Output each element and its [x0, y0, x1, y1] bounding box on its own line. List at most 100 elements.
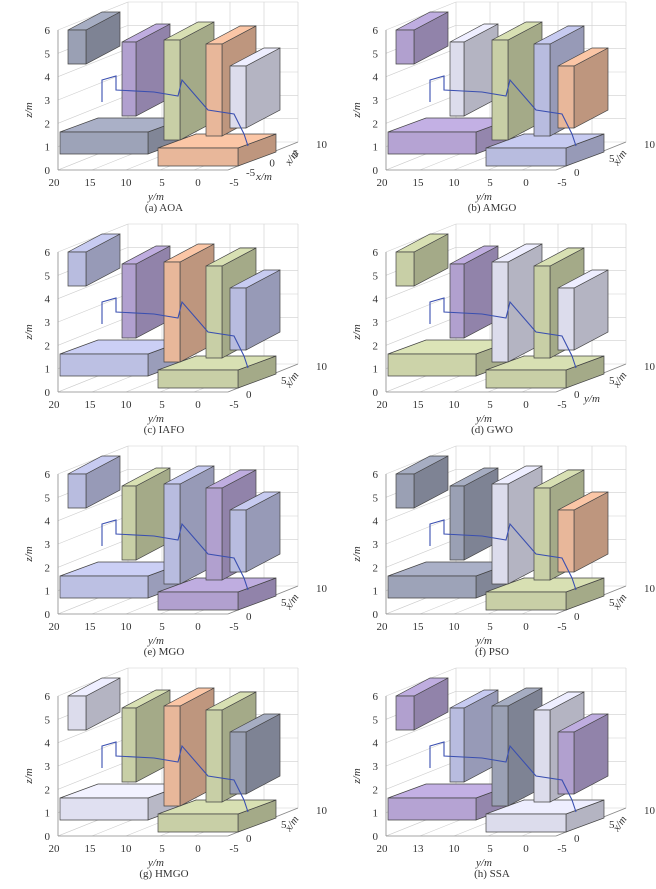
z-tick-label: 1 [45, 586, 51, 598]
obstacle-block [395, 11, 449, 65]
y-tick-label: 10 [121, 621, 133, 633]
obstacle-block [557, 491, 609, 573]
floor-slab-front [157, 133, 277, 167]
obstacle-block [557, 269, 609, 351]
z-tick-label: 1 [373, 142, 379, 154]
z-tick-label: 0 [373, 831, 379, 843]
path-trajectory [429, 741, 577, 813]
panel-caption: (c) IAFO [143, 424, 185, 436]
floor-slab-front [485, 799, 605, 833]
z-tick-label: 5 [45, 270, 51, 282]
z-tick-label: 0 [45, 387, 51, 399]
y-axis-label: y/m [147, 413, 164, 425]
y-tick-label: 0 [523, 177, 529, 189]
y-tick-label: -5 [557, 621, 567, 633]
z-tick-label: 2 [373, 562, 379, 574]
panel-f: 0 1 2 3 4 5 6 20 15 10 5 0 -5 0 5 10 z/m y/m x/m (f) PSO [328, 444, 656, 666]
z-tick-label: 5 [373, 714, 379, 726]
y-tick-label: 0 [195, 621, 201, 633]
obstacle-block [557, 713, 609, 795]
z-tick-label: 5 [373, 492, 379, 504]
path-trajectory [429, 297, 577, 369]
y-tick-label: 20 [49, 399, 61, 411]
extra-axis-label: y/m [583, 393, 600, 405]
obstacle-block [67, 677, 121, 731]
x-tick-label: 0 [574, 389, 580, 401]
panel-e-plot: 0 1 2 3 4 5 6 20 15 10 5 0 -5 0 5 10 z/m y/m x/m [23, 445, 328, 647]
y-tick-label: 10 [449, 399, 461, 411]
y-tick-label: 20 [49, 621, 61, 633]
y-tick-label: 15 [413, 621, 425, 633]
panel-caption: (a) AOA [144, 202, 184, 214]
x-tick-label: 10 [316, 361, 328, 373]
y-tick-label: -5 [229, 177, 239, 189]
obstacle-block [449, 245, 499, 339]
y-tick-label: 5 [159, 843, 165, 855]
z-tick-label: 6 [373, 691, 379, 703]
z-axis-label: z/m [23, 324, 35, 340]
floor-slab-front [485, 355, 605, 389]
x-tick-label: 5 [281, 819, 287, 831]
z-tick-label: 1 [45, 142, 51, 154]
path-trajectory [101, 519, 249, 591]
z-tick-label: 2 [45, 340, 51, 352]
z-tick-label: 3 [45, 95, 51, 107]
z-tick-label: 0 [45, 831, 51, 843]
y-tick-label: 10 [449, 177, 461, 189]
z-tick-label: 2 [45, 118, 51, 130]
x-tick-label: 5 [609, 819, 615, 831]
y-tick-label: -5 [557, 843, 567, 855]
z-tick-label: 1 [373, 808, 379, 820]
y-tick-label: 5 [487, 843, 493, 855]
y-tick-label: 10 [121, 399, 133, 411]
x-tick-label: 0 [574, 611, 580, 623]
obstacle-block [121, 689, 171, 783]
z-tick-label: 4 [373, 738, 379, 750]
z-tick-label: 0 [45, 609, 51, 621]
y-tick-label: 0 [523, 843, 529, 855]
y-tick-label: 15 [413, 399, 425, 411]
z-axis-label: z/m [23, 102, 35, 118]
panel-b: 0 1 2 3 4 5 6 20 15 10 5 0 -5 0 5 10 z/m y/m x/m (b) AMGO [328, 0, 656, 222]
y-tick-label: 5 [487, 621, 493, 633]
x-tick-label: 5 [281, 375, 287, 387]
panel-g: 0 1 2 3 4 5 6 20 15 10 5 0 -5 0 5 10 z/m y/m x/m (g) HMGO [0, 666, 328, 888]
x-axis-label: x/m [282, 370, 302, 391]
y-tick-label: 20 [377, 621, 389, 633]
obstacle-block [449, 23, 499, 117]
z-tick-label: 1 [373, 586, 379, 598]
x-tick-label: 10 [316, 805, 328, 817]
z-tick-label: 3 [373, 317, 379, 329]
y-tick-label: 15 [85, 177, 97, 189]
y-tick-label: 5 [159, 177, 165, 189]
panel-c: 0 1 2 3 4 5 6 20 15 10 5 0 -5 0 5 10 z/m y/m x/m (c) IAFO [0, 222, 328, 444]
panel-h-plot: 0 1 2 3 4 5 6 20 13 10 5 0 -5 0 5 10 z/m y/m x/m [351, 667, 656, 869]
path-trajectory [429, 75, 577, 147]
z-tick-label: 2 [373, 118, 379, 130]
panel-c-plot: 0 1 2 3 4 5 6 20 15 10 5 0 -5 0 5 10 z/m y/m x/m [23, 223, 328, 425]
obstacle-block [491, 243, 543, 363]
x-tick-label: 0 [269, 158, 275, 170]
z-axis-label: z/m [23, 768, 35, 784]
z-tick-label: 6 [45, 247, 51, 259]
y-axis-label: y/m [147, 857, 164, 869]
y-tick-label: 5 [487, 177, 493, 189]
z-tick-label: 6 [373, 247, 379, 259]
z-tick-label: 0 [45, 165, 51, 177]
z-tick-label: 4 [45, 738, 51, 750]
y-tick-label: -5 [557, 399, 567, 411]
y-tick-label: 5 [159, 621, 165, 633]
y-tick-label: 10 [449, 621, 461, 633]
y-tick-label: 10 [121, 843, 133, 855]
y-tick-label: 15 [85, 843, 97, 855]
y-tick-label: 20 [377, 399, 389, 411]
obstacle-block [491, 465, 543, 585]
obstacle-block [67, 11, 121, 65]
z-tick-label: 4 [373, 72, 379, 84]
z-tick-label: 4 [45, 516, 51, 528]
obstacle-block [557, 47, 609, 129]
z-tick-label: 3 [45, 317, 51, 329]
y-tick-label: 5 [487, 399, 493, 411]
panel-caption: (e) MGO [143, 646, 185, 658]
z-axis-label: z/m [351, 546, 363, 562]
